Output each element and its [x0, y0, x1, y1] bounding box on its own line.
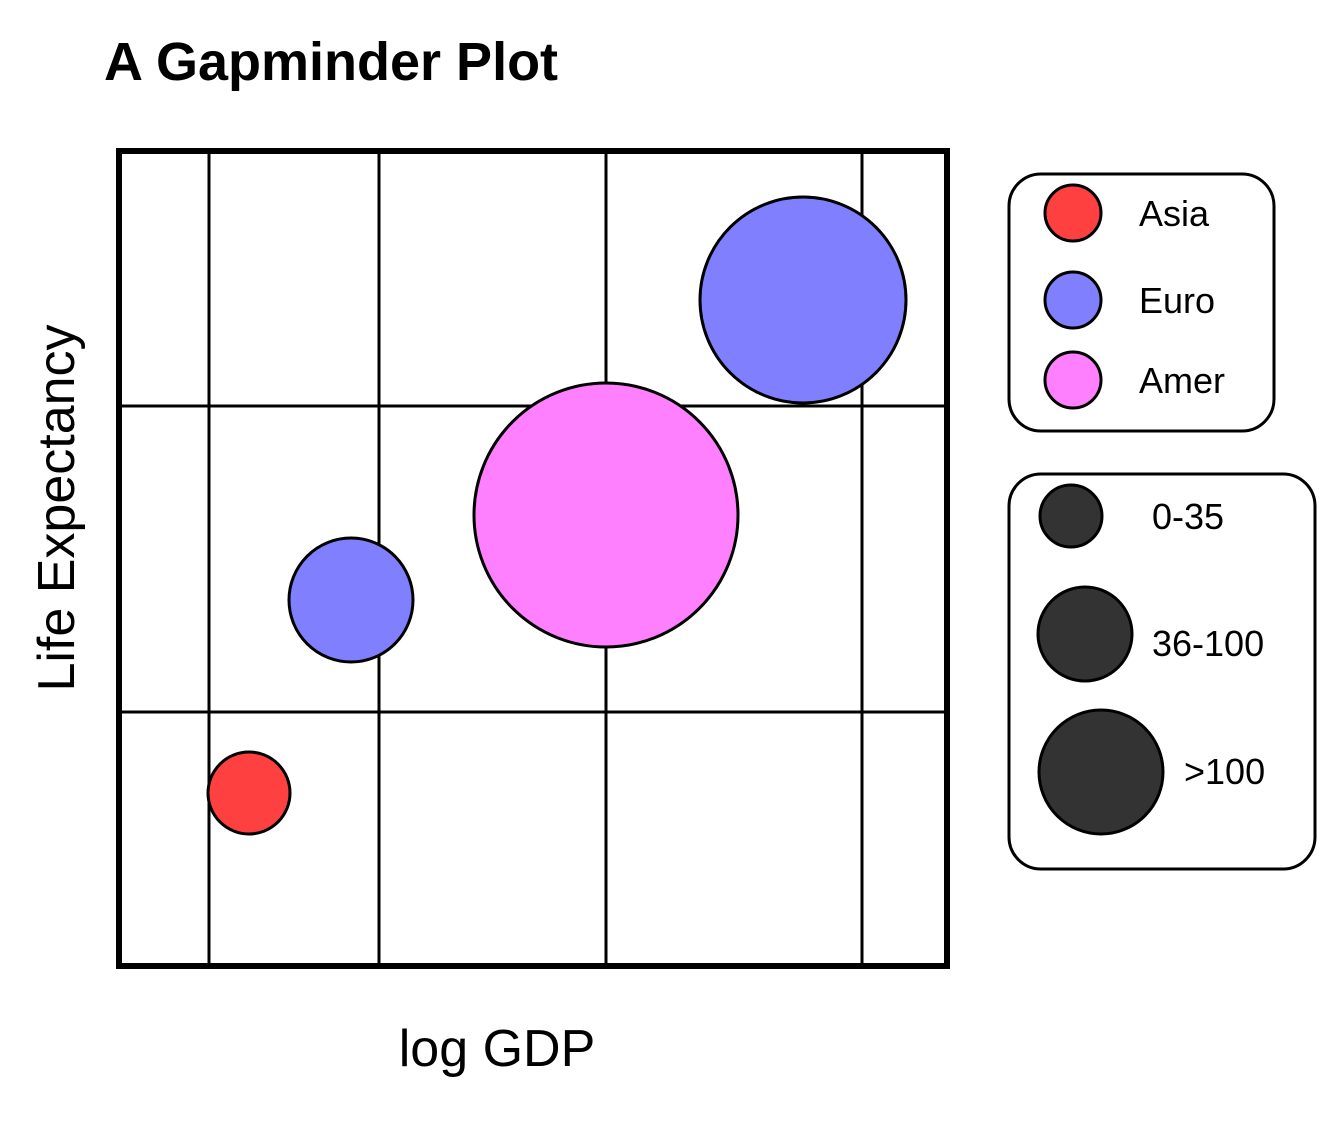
- bubble-asia-1: [206, 750, 292, 836]
- size-legend-label-1: 0-35: [1152, 496, 1224, 537]
- legend-swatch-asia: [1043, 183, 1103, 243]
- size-legend-label-2: 36-100: [1152, 623, 1264, 664]
- plot-area: [116, 148, 950, 969]
- x-axis-label: log GDP: [399, 1020, 596, 1078]
- bubble-euro-1: [287, 536, 415, 664]
- legend-label-amer: Amer: [1139, 360, 1225, 401]
- y-axis-label: Life Expectancy: [28, 324, 86, 691]
- size-legend-label-3: >100: [1184, 751, 1265, 792]
- bubble-euro-2: [698, 195, 908, 405]
- color-legend: Asia Euro Amer: [1007, 172, 1276, 433]
- size-legend-swatch-2: [1036, 585, 1134, 683]
- legend-swatch-euro: [1043, 270, 1103, 330]
- legend-label-euro: Euro: [1139, 280, 1215, 321]
- legend-label-asia: Asia: [1139, 193, 1210, 234]
- size-legend-swatch-1: [1038, 483, 1104, 549]
- plot-frame: [116, 148, 950, 969]
- bubble-amer-1: [472, 381, 740, 649]
- size-legend: 0-35 36-100 >100: [1007, 472, 1317, 871]
- legend-swatch-amer: [1043, 350, 1103, 410]
- chart-title: A Gapminder Plot: [104, 32, 558, 92]
- size-legend-swatch-3: [1037, 708, 1165, 836]
